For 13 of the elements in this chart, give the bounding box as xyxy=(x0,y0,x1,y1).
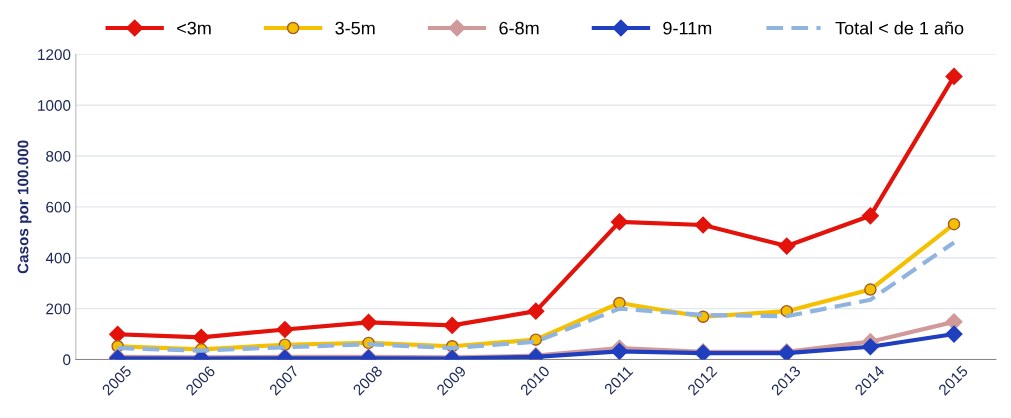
legend-label: 9-11m xyxy=(663,21,712,35)
legend-label: 6-8m xyxy=(499,21,539,35)
legend-label: Total < de 1 año xyxy=(835,21,964,35)
y-tick-label: 1000 xyxy=(38,100,71,111)
legend-label: 3-5m xyxy=(335,21,375,35)
y-tick-label: 1200 xyxy=(38,49,71,61)
y-tick-label: 200 xyxy=(46,303,71,315)
y-tick-label: 400 xyxy=(45,252,71,264)
legend-label: <3m xyxy=(177,21,211,35)
y-axis-title: Casos por 100.000 xyxy=(17,140,32,274)
y-tick-label: 0 xyxy=(63,354,71,366)
y-tick-label: 800 xyxy=(46,150,71,162)
y-tick-label: 600 xyxy=(46,201,71,213)
